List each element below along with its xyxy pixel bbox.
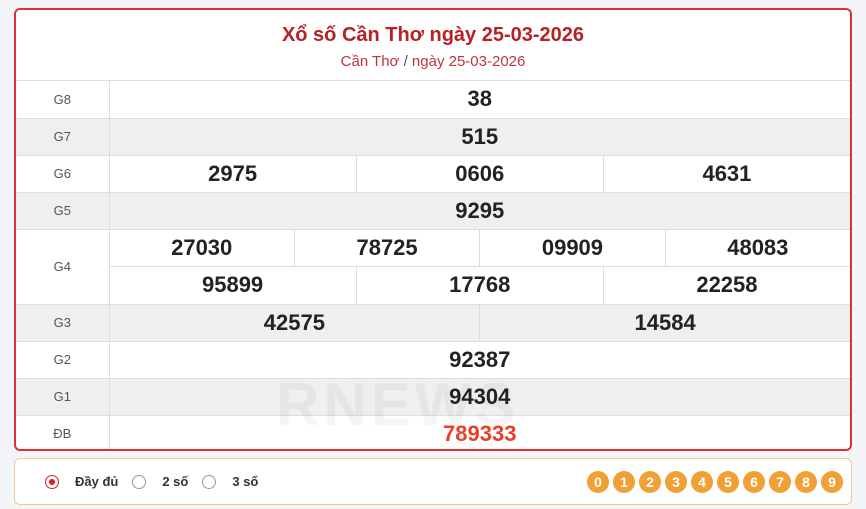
prize-number: 2975 (208, 160, 258, 186)
option-full[interactable]: Đầy đủ (45, 474, 118, 489)
breadcrumb: Cần Thơ / ngày 25-03-2026 (16, 53, 850, 70)
prize-row-g4: G4 27030 78725 09909 48083 95899 17768 22258 (16, 229, 850, 305)
prize-number: 38 (109, 81, 850, 119)
results-card: Xổ số Cần Thơ ngày 25-03-2026 Cần Thơ / … (14, 8, 852, 451)
prize-row-g6: G6 2975 0606 4631 (16, 155, 850, 193)
prize-row-g3: G3 42575 14584 (16, 304, 850, 342)
prize-number: 48083 (664, 229, 850, 266)
prize-row-g2: G2 92387 (16, 341, 850, 379)
display-options-panel: Đầy đủ 2 số 3 số 0 1 2 3 4 5 6 7 8 9 (14, 458, 852, 505)
digit-button-3[interactable]: 3 (665, 470, 687, 493)
radio-icon[interactable] (202, 474, 217, 489)
prize-number: 17768 (355, 266, 603, 304)
prize-row-special: ĐB 789333 (16, 415, 850, 449)
digit-button-0[interactable]: 0 (587, 470, 609, 493)
option-3-digits[interactable]: 3 số (202, 474, 258, 489)
prize-number: 09909 (479, 229, 664, 266)
prize-label: ĐB (16, 415, 110, 449)
radio-selected-icon[interactable] (45, 474, 59, 489)
digit-button-5[interactable]: 5 (717, 470, 739, 493)
prize-label: G1 (16, 378, 110, 416)
page-title: Xổ số Cần Thơ ngày 25-03-2026 (281, 24, 585, 46)
prize-number: 22258 (602, 266, 850, 304)
prize-number: 27030 (171, 234, 233, 260)
digit-button-4[interactable]: 4 (691, 470, 713, 493)
prize-number: 95899 (201, 272, 264, 297)
prize-number: 4631 (602, 155, 850, 192)
prize-number: 92387 (109, 341, 850, 379)
prize-number: 78725 (293, 229, 479, 266)
radio-icon[interactable] (132, 474, 147, 489)
prize-label: G3 (16, 304, 110, 342)
digit-filter: 0 1 2 3 4 5 6 7 8 9 (587, 470, 843, 493)
digit-button-6[interactable]: 6 (743, 470, 765, 493)
breadcrumb-separator: / (403, 53, 408, 70)
prize-label: G4 (16, 229, 110, 305)
digit-button-7[interactable]: 7 (769, 470, 791, 493)
prize-row-g7: G7 515 (16, 118, 850, 156)
results-header: Xổ số Cần Thơ ngày 25-03-2026 Cần Thơ / … (16, 10, 850, 81)
prize-label: G2 (16, 341, 110, 379)
results-table: G8 38 G7 515 G6 2975 0606 4631 G5 9295 G4 2703… (16, 81, 850, 449)
breadcrumb-province[interactable]: Cần Thơ (340, 53, 400, 70)
prize-label: G8 (16, 81, 110, 119)
digit-button-2[interactable]: 2 (639, 470, 661, 493)
digit-button-8[interactable]: 8 (795, 470, 817, 493)
prize-row-g5: G5 9295 (16, 192, 850, 230)
prize-row-g1: G1 94304 (16, 378, 850, 416)
prize-number: 0606 (355, 155, 603, 192)
prize-label: G6 (16, 155, 110, 193)
prize-label: G5 (16, 192, 110, 230)
digit-button-1[interactable]: 1 (613, 470, 635, 493)
prize-number: 94304 (109, 378, 850, 416)
prize-number: 42575 (263, 309, 325, 335)
prize-label: G7 (16, 118, 110, 156)
prize-number: 515 (109, 118, 850, 156)
special-prize-number: 789333 (443, 420, 517, 446)
option-label: Đầy đủ (75, 474, 119, 489)
prize-number: 9295 (109, 192, 850, 230)
breadcrumb-date[interactable]: ngày 25-03-2026 (411, 53, 526, 70)
prize-number: 14584 (479, 304, 850, 341)
prize-row-g8: G8 38 (16, 81, 850, 119)
digit-button-9[interactable]: 9 (821, 470, 843, 493)
option-label: 3 số (232, 474, 259, 489)
option-2-digits[interactable]: 2 số (132, 474, 188, 489)
option-label: 2 số (162, 474, 189, 489)
